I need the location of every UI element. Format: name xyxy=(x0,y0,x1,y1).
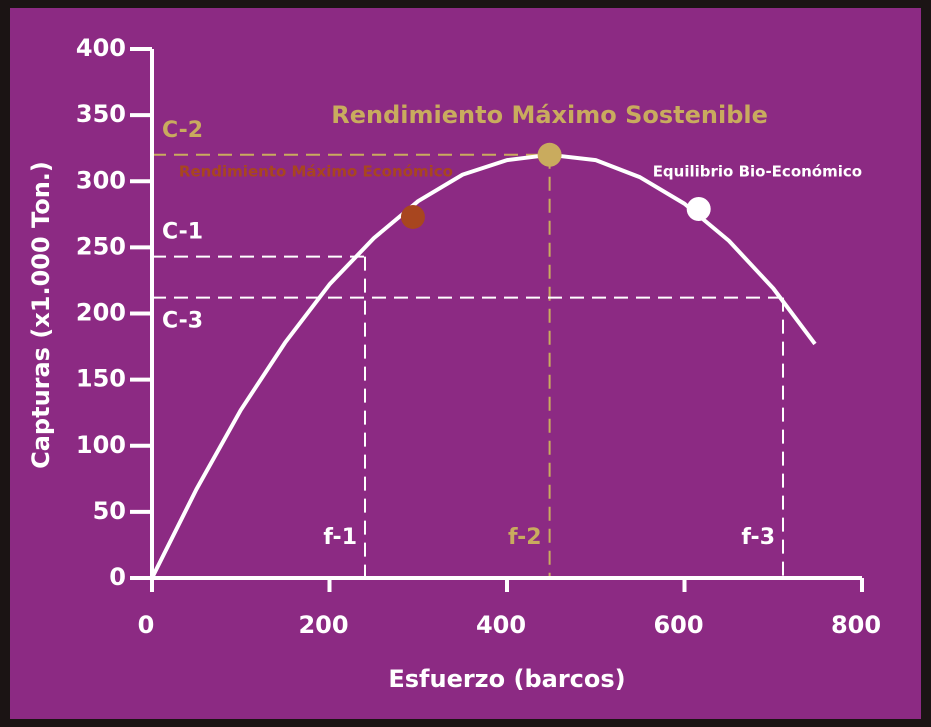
point xyxy=(686,197,711,222)
point-label: Rendimiento Máximo Económico xyxy=(179,162,453,180)
point-label: Rendimiento Máximo Sostenible xyxy=(331,101,768,129)
x-tick-label: 800 xyxy=(831,611,881,639)
x-tick-label: 600 xyxy=(653,611,703,639)
y-tick-label: 400 xyxy=(76,34,126,62)
point-label: Equilibrio Bio-Económico xyxy=(653,163,862,181)
y-tick-label: 300 xyxy=(76,166,126,194)
y-reference-label: C-3 xyxy=(162,309,203,334)
x-tick-label: 0 xyxy=(138,611,155,639)
y-axis-label: Capturas (x1.000 Ton.) xyxy=(27,161,55,469)
y-reference-label: C-2 xyxy=(162,118,203,143)
y-tick-label: 350 xyxy=(76,100,126,128)
curve xyxy=(150,152,817,579)
panel xyxy=(10,8,921,719)
point xyxy=(537,142,562,167)
point xyxy=(400,204,425,229)
y-reference-label: C-1 xyxy=(162,220,203,245)
y-tick-label: 100 xyxy=(76,431,126,459)
x-axis-label: Esfuerzo (barcos) xyxy=(388,665,625,693)
y-tick-label: 150 xyxy=(76,365,126,393)
x-tick-label: 200 xyxy=(298,611,348,639)
x-reference-label: f-3 xyxy=(741,525,775,550)
y-tick-label: 50 xyxy=(93,497,126,525)
y-tick-label: 200 xyxy=(76,299,126,327)
x-reference-label: f-1 xyxy=(323,525,357,550)
y-tick-label: 0 xyxy=(109,563,126,591)
y-tick-label: 250 xyxy=(76,232,126,260)
x-reference-label: f-2 xyxy=(508,525,542,550)
x-tick-label: 400 xyxy=(476,611,526,639)
